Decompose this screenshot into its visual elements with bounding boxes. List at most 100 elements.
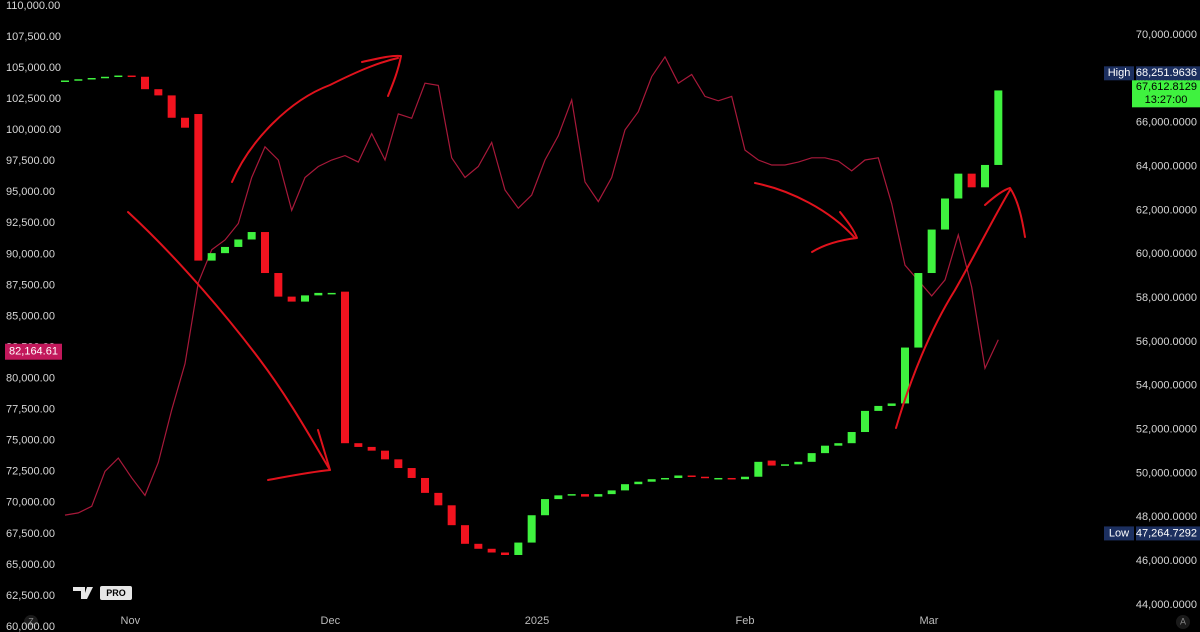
y-tick-label: 87,500.00 — [6, 279, 55, 291]
price-tag-name-box — [1104, 66, 1134, 81]
candle-body — [314, 292, 323, 296]
candle-body — [381, 450, 389, 460]
annotation-arrowhead — [267, 429, 331, 481]
candle-body — [234, 239, 243, 247]
candle-body — [674, 475, 683, 478]
candle-body — [141, 76, 149, 90]
countdown: 13:27:00 — [1145, 94, 1188, 106]
logo-mark — [73, 587, 93, 599]
corner-label[interactable]: A — [1180, 616, 1186, 626]
candle-body — [341, 291, 349, 444]
y-tick-label: 110,000.00 — [6, 0, 60, 12]
candle-body — [914, 273, 923, 348]
candle-body — [767, 460, 776, 466]
candle-body — [981, 164, 989, 188]
y-tick-label: 60,000.00 — [6, 621, 55, 632]
candle-body — [847, 432, 856, 444]
candle-body — [61, 80, 69, 82]
candle-body — [487, 548, 496, 553]
y-tick-label: 92,500.00 — [6, 217, 55, 229]
last-price-value: 67,612.8129 — [1136, 81, 1197, 93]
candle-body — [727, 477, 736, 480]
x-tick-label: Dec — [321, 615, 341, 627]
y2-tick-label: 70,000.0000 — [1136, 29, 1197, 41]
annotation-arrowhead — [361, 54, 402, 97]
candle-body — [194, 114, 203, 261]
price-tag-value: 68,251.9636 — [1136, 67, 1197, 79]
annotation-arrowhead — [811, 211, 858, 253]
price-tag-name-box — [1104, 526, 1134, 541]
candle-body — [647, 479, 656, 482]
candle-body — [474, 543, 483, 549]
y2-tick-label: 48,000.0000 — [1136, 511, 1197, 523]
candle-body — [87, 78, 96, 80]
y2-tick-label: 54,000.0000 — [1136, 380, 1197, 392]
annotation-arrowhead — [984, 187, 1026, 238]
y-tick-label: 105,000.00 — [6, 62, 61, 74]
candle-body — [154, 89, 163, 96]
candle-body — [101, 76, 109, 79]
left-price-box — [5, 343, 62, 360]
y2-tick-label: 50,000.0000 — [1136, 467, 1197, 479]
y-tick-label: 77,500.00 — [6, 404, 55, 416]
candle-body — [301, 295, 309, 302]
y2-tick-label: 56,000.0000 — [1136, 336, 1197, 348]
candle-body — [114, 75, 123, 78]
candle-body — [687, 475, 696, 477]
candle-body — [554, 495, 563, 500]
candle-body — [447, 505, 456, 526]
annotation-arrow — [127, 211, 331, 471]
logo-badge — [100, 586, 132, 600]
candle-body — [367, 446, 376, 451]
candle-body — [167, 95, 176, 118]
y-tick-label: 97,500.00 — [6, 155, 55, 167]
candle-body — [714, 477, 723, 480]
annotations — [127, 54, 1026, 481]
candle-body — [861, 410, 869, 433]
candle-body — [461, 525, 469, 544]
candle-body — [887, 403, 896, 406]
price-tag-name: Low — [1109, 527, 1129, 539]
candle-body — [181, 117, 189, 128]
price-tag-value: 47,264.7292 — [1136, 527, 1197, 539]
corner-label[interactable]: Z — [28, 616, 34, 626]
price-tag-name: High — [1108, 67, 1131, 79]
y-tick-label: 90,000.00 — [6, 248, 55, 260]
candle-body — [741, 476, 749, 480]
candle-body — [781, 464, 789, 466]
last-price-box — [1132, 80, 1200, 108]
y-tick-label: 72,500.00 — [6, 466, 55, 478]
y-tick-label: 67,500.00 — [6, 528, 55, 540]
corner-button[interactable] — [24, 615, 38, 629]
candle-body — [621, 484, 629, 491]
candle-body — [581, 494, 589, 497]
y2-tick-label: 66,000.0000 — [1136, 117, 1197, 129]
y-tick-label: 102,500.00 — [6, 93, 61, 105]
candle-body — [807, 453, 816, 462]
y-tick-label: 70,000.00 — [6, 497, 55, 509]
candle-body — [421, 477, 429, 493]
candle-body — [127, 75, 136, 78]
candle-body — [834, 443, 843, 446]
y2-tick-label: 52,000.0000 — [1136, 424, 1197, 436]
candle-body — [701, 476, 709, 479]
candle-body — [661, 477, 669, 480]
candle-body — [607, 490, 616, 495]
candle-body — [794, 461, 803, 465]
x-tick-label: 2025 — [525, 615, 549, 627]
x-tick-label: Mar — [920, 615, 939, 627]
y2-tick-label: 46,000.0000 — [1136, 555, 1197, 567]
corner-button[interactable] — [1176, 615, 1190, 629]
candle-body — [274, 273, 283, 297]
candle-body — [901, 347, 909, 404]
candle-body — [874, 405, 883, 411]
candle-body — [407, 468, 416, 478]
candle-body — [994, 90, 1003, 165]
y-tick-label: 95,000.00 — [6, 186, 55, 198]
candle-body — [941, 198, 949, 230]
candle-body — [594, 494, 603, 497]
candle-body — [74, 79, 83, 81]
candle-body — [967, 173, 976, 188]
candle-body — [434, 492, 443, 506]
